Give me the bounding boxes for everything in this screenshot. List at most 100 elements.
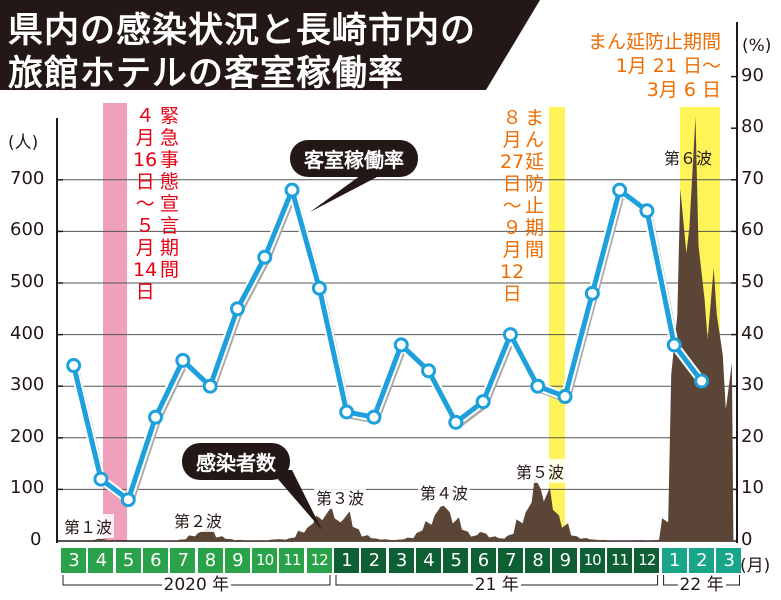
annotation-char: ８ [502, 107, 522, 129]
occupancy-point [93, 471, 109, 487]
annotation-char: 16 [133, 149, 158, 171]
annotation-char: 月 [135, 237, 155, 259]
annotation-char: 日 [502, 173, 522, 195]
title-box: 県内の感染状況と長崎市内の 旅館ホテルの客室稼働率 [0, 0, 560, 94]
occupancy-point [421, 363, 437, 379]
left-tick-label: 200 [10, 425, 45, 447]
right-tick-label: 60 [741, 219, 764, 241]
month-label: 4 [415, 548, 441, 573]
semi-emergency-2-line2: 1月 21 日～ [615, 55, 721, 77]
annotation-char: 間 [525, 239, 545, 261]
month-label: 5 [443, 548, 469, 573]
wave-label-5: 第５波 [514, 459, 567, 483]
emergency-period-band [103, 103, 127, 541]
occupancy-point [694, 373, 710, 389]
month-label: 8 [197, 548, 223, 573]
right-tick-label: 0 [741, 529, 753, 550]
month-label: 11 [279, 548, 305, 573]
annotation-char: 月 [135, 127, 155, 149]
occupancy-point [393, 337, 409, 353]
annotation-char: 言 [160, 215, 180, 237]
year-label: 22 年 [677, 574, 726, 596]
occupancy-point [557, 389, 573, 405]
emergency-label: 緊急事態宣言期間 [160, 105, 179, 281]
semi-emergency-2-line1: まん延防止期間 [587, 31, 721, 53]
annotation-char: 延 [525, 151, 545, 173]
occupancy-point [284, 182, 300, 198]
right-tick-label: 80 [741, 116, 764, 138]
right-tick-label: 50 [741, 271, 764, 292]
annotation-char: 日 [502, 283, 522, 305]
annotation-char: 日 [135, 171, 155, 193]
occupancy-point [311, 280, 327, 296]
left-tick-label: 100 [10, 477, 45, 499]
month-label: 12 [634, 548, 660, 573]
right-tick-label: 90 [741, 64, 764, 86]
annotation-char: 月 [502, 129, 522, 151]
occupancy-point [584, 285, 600, 301]
x-axis-unit: (月) [740, 556, 771, 576]
annotation-char: ん [525, 129, 545, 151]
occupancy-point [202, 378, 218, 394]
annotation-char: 期 [525, 217, 545, 239]
month-label: 6 [142, 548, 168, 573]
wave-label-2: 第２波 [172, 508, 225, 532]
right-tick-label: 40 [741, 322, 764, 344]
month-label: 9 [552, 548, 578, 573]
annotation-char: 間 [160, 259, 180, 281]
right-axis-unit: (%) [742, 36, 772, 56]
left-tick-label: 300 [10, 374, 45, 396]
cases-callout: 感染者数 [182, 443, 290, 480]
occupancy-point [229, 301, 245, 317]
left-tick-label: 500 [10, 271, 45, 292]
year-label: 2020 年 [161, 574, 232, 596]
wave-label-6: 第６波 [664, 149, 713, 168]
month-label: 12 [306, 548, 332, 573]
annotation-char: 宣 [160, 193, 180, 215]
month-label: 11 [607, 548, 632, 573]
annotation-char: 期 [160, 237, 180, 259]
occupancy-point [612, 182, 628, 198]
annotation-char: 月 [502, 239, 522, 261]
occupancy-point [366, 409, 382, 425]
month-label: 3 [61, 548, 86, 573]
occupancy-point [475, 394, 491, 410]
annotation-char: ～ [502, 195, 522, 217]
wave-label-4: 第４波 [418, 480, 471, 504]
cases-callout-tail [270, 470, 322, 530]
annotation-char: ま [525, 107, 545, 129]
occupancy-point [448, 414, 464, 430]
left-tick-label: 700 [10, 167, 45, 189]
right-tick-label: 30 [741, 374, 764, 396]
annotation-char: ９ [502, 217, 522, 239]
semi-emergency-1-dates: ８ 月 27 日～ ９ 月 12 日 [500, 107, 524, 305]
occupancy-line [71, 187, 704, 503]
left-axis-unit: (人) [8, 133, 39, 153]
semi-emergency-1-label: まん延防止期間 [525, 107, 544, 261]
left-tick-label: 600 [10, 219, 45, 241]
month-label: 1 [661, 548, 687, 573]
right-tick-label: 20 [741, 425, 764, 447]
month-label: 4 [88, 548, 114, 573]
annotation-char: 27 [500, 151, 525, 173]
wave-label-1: 第１波 [62, 514, 115, 538]
occupancy-point [530, 378, 546, 394]
annotation-char: 日 [135, 281, 155, 303]
title-line-2: 旅館ホテルの客室稼働率 [8, 54, 405, 94]
month-label: 10 [252, 548, 278, 573]
annotation-char: ５ [135, 215, 155, 237]
annotation-char: 防 [525, 173, 545, 195]
month-label: 5 [115, 548, 141, 573]
semi-emergency-band-1 [549, 107, 565, 541]
annotation-char: ４ [135, 105, 155, 127]
wave-label-3: 第３波 [314, 485, 367, 509]
month-label: 7 [497, 548, 523, 573]
month-label: 2 [688, 548, 714, 573]
occupancy-point [257, 249, 273, 265]
annotation-char: 12 [500, 261, 525, 283]
annotation-char: 14 [133, 259, 158, 281]
annotation-char: 緊 [160, 105, 180, 127]
title-line-1: 県内の感染状況と長崎市内の [8, 11, 477, 51]
occupancy-point [148, 409, 164, 425]
